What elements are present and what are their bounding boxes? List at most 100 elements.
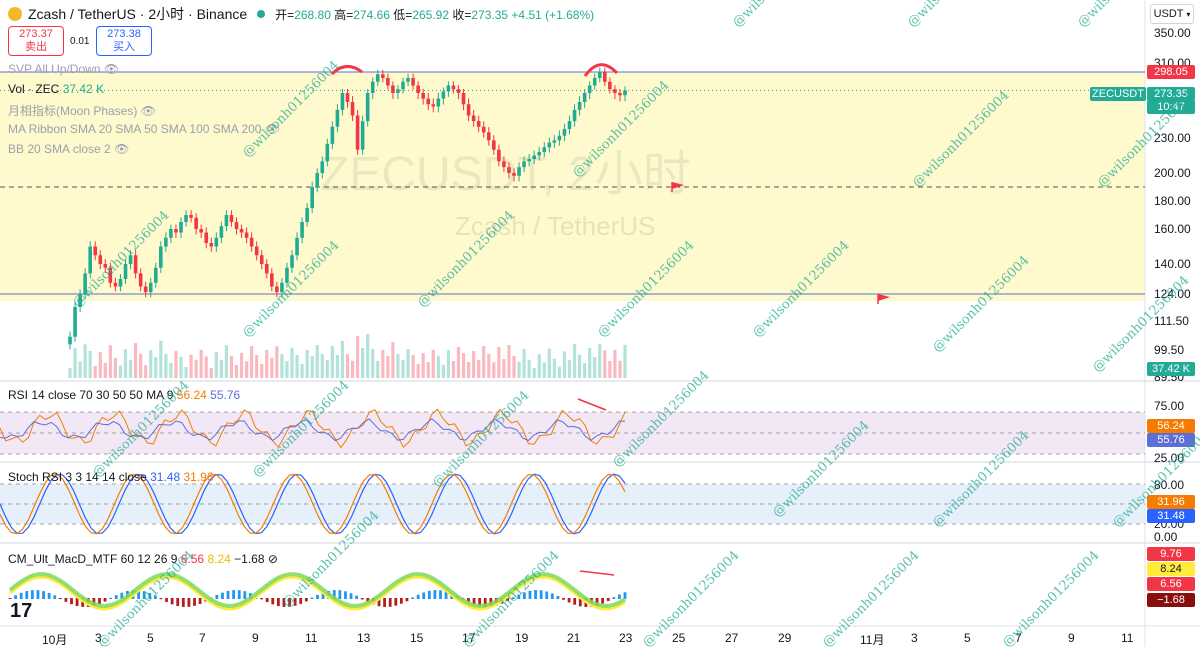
candle-body (345, 93, 350, 102)
volume-bar (588, 348, 592, 378)
buy-button[interactable]: 273.38 买入 (96, 26, 152, 56)
volume-bar (466, 362, 471, 378)
rsi-axis-label: 75.00 (1154, 399, 1185, 413)
macd-histogram-bar (388, 598, 392, 607)
volume-bar (345, 354, 350, 378)
volume-bar (144, 365, 148, 378)
macd-histogram-bar (148, 593, 152, 599)
price-axis-label: 180.00 (1154, 194, 1191, 208)
macd-histogram-bar (58, 598, 62, 600)
macd-line (8, 571, 627, 609)
volume-bar (522, 349, 526, 378)
bollinger-bands-label[interactable]: BB 20 SMA close 2 👁 (8, 142, 130, 156)
sell-button[interactable]: 273.37 卖出 (8, 26, 64, 56)
candle-body (244, 232, 249, 238)
time-axis-label: 9 (1068, 631, 1075, 645)
candle-body (517, 167, 521, 176)
candle-body (335, 109, 340, 127)
candle-body (169, 229, 173, 238)
candle-body (98, 255, 103, 264)
candle-body (224, 215, 229, 227)
macd-histogram-bar (478, 598, 482, 607)
macd-histogram-bar (416, 594, 420, 599)
macd-histogram-bar (47, 592, 51, 599)
volume-bar (537, 354, 541, 378)
candle-body (275, 286, 279, 293)
macd-histogram-bar (19, 592, 23, 599)
rsi-label[interactable]: RSI 14 close 70 30 50 50 MA 9 56.24 55.7… (8, 388, 241, 402)
volume-bar (133, 343, 138, 378)
candle-body (456, 89, 461, 93)
stoch-axis-label: 0.00 (1154, 530, 1178, 544)
macd-histogram-bar (422, 592, 426, 599)
double-top-mark (330, 65, 363, 76)
time-axis-label: 25 (672, 631, 686, 645)
volume-bar (239, 352, 244, 378)
candle-body (239, 229, 244, 233)
macd-histogram-bar (394, 598, 398, 606)
candle-body (512, 173, 516, 176)
currency-selector[interactable]: USDT ▾ (1150, 4, 1194, 24)
flag-marker-icon (672, 182, 684, 189)
moon-phases-label[interactable]: 月相指标(Moon Phases) 👁 (8, 104, 156, 118)
svp-indicator-label[interactable]: SVP All Up/Down 👁 (8, 62, 120, 76)
macd-histogram-bar (383, 598, 386, 607)
volume-bar (598, 344, 602, 378)
candle-body (300, 222, 304, 238)
volume-bar (477, 360, 481, 378)
candle-body (229, 215, 234, 222)
macd-histogram-bar (550, 593, 554, 599)
eye-hidden-icon[interactable]: 👁 (103, 62, 120, 76)
macd-signal-line (9, 575, 626, 611)
candle-body (219, 226, 224, 238)
volume-bar (542, 362, 546, 378)
candle-body (254, 246, 259, 256)
candle-body (431, 104, 436, 107)
candle-body (557, 135, 562, 141)
candle-body (532, 155, 536, 159)
candle-body (481, 126, 486, 133)
volume-bar (406, 349, 410, 378)
price-tag: 37.42 K (1147, 362, 1195, 376)
macd-value-tag: 9.76 (1147, 547, 1195, 561)
stoch-rsi-label[interactable]: Stoch RSI 3 3 14 14 close 31.48 31.96 (8, 470, 214, 484)
rsi-divergence-line (577, 398, 607, 411)
candle-body (441, 91, 446, 99)
time-axis-label: 29 (778, 631, 792, 645)
eye-hidden-icon[interactable]: 👁 (140, 104, 156, 118)
chart-watermark-name: Zcash / TetherUS (455, 211, 655, 241)
candle-body (391, 85, 395, 93)
macd-histogram-bar (310, 597, 314, 599)
eye-hidden-icon[interactable]: 👁 (114, 142, 130, 156)
symbol-title[interactable]: Zcash / TetherUS · 2小时 · Binance (28, 6, 248, 22)
ma-ribbon-label[interactable]: MA Ribbon SMA 20 SMA 50 SMA 100 SMA 200 … (8, 122, 281, 136)
macd-histogram-bar (237, 590, 241, 599)
candle-body (461, 93, 466, 105)
price-axis-label: 124.00 (1154, 287, 1191, 301)
volume-bar (482, 346, 486, 378)
macd-histogram-bar (198, 598, 202, 604)
volume-bar (562, 351, 567, 378)
volume-bar (426, 362, 430, 378)
volume-bar (88, 351, 92, 378)
macd-histogram-bar (81, 598, 85, 607)
macd-histogram-bar (360, 598, 364, 600)
macd-histogram-bar (332, 590, 336, 599)
volume-bar (260, 364, 264, 378)
volume-bar (250, 346, 254, 378)
macd-histogram-bar (109, 597, 113, 599)
volume-indicator-label[interactable]: Vol · ZEC 37.42 K (8, 82, 105, 96)
candle-body (592, 78, 597, 86)
volume-bar (492, 362, 496, 378)
macd-histogram-bar (120, 592, 124, 599)
macd-histogram-bar (606, 598, 610, 601)
candle-body (249, 237, 254, 247)
volume-bar (451, 361, 456, 378)
time-axis-label: 11 (305, 631, 318, 645)
eye-hidden-icon[interactable]: 👁 (264, 122, 281, 136)
macd-label[interactable]: CM_Ult_MacD_MTF 60 12 26 9 6.56 8.24 −1.… (8, 552, 278, 566)
candle-body (552, 140, 557, 143)
volume-bar (325, 360, 329, 378)
chevron-down-icon: ▾ (1186, 10, 1191, 19)
